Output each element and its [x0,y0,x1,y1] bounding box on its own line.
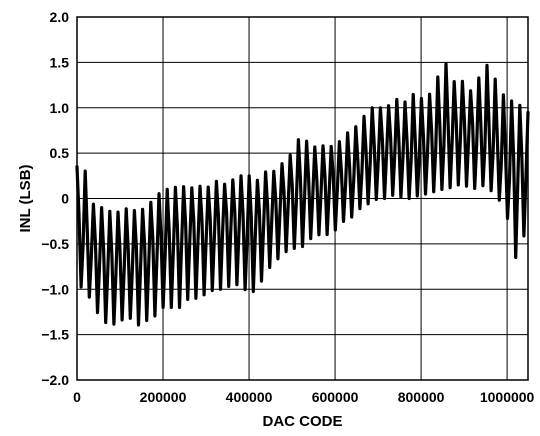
y-tick-label: 0 [61,191,69,207]
y-tick-label: −0.5 [41,236,69,252]
y-tick-label: 1.5 [50,54,70,70]
y-tick-label: −1.0 [41,281,69,297]
y-tick-label: −2.0 [41,372,69,388]
x-tick-label: 200000 [140,389,187,405]
y-tick-label: 2.0 [50,9,70,25]
y-axis-label: INL (LSB) [17,164,34,232]
x-tick-label: 600000 [312,389,359,405]
y-tick-label: 1.0 [50,100,70,116]
x-tick-label: 800000 [398,389,445,405]
x-tick-label: 400000 [226,389,273,405]
plot-frame [76,16,529,381]
x-tick-labels: 0 200000 400000 600000 800000 1000000 [73,389,534,405]
x-tick-label: 1000000 [480,389,535,405]
y-tick-labels: 2.0 1.5 1.0 0.5 0 −0.5 −1.0 −1.5 −2.0 [41,9,69,388]
y-tick-label: 0.5 [50,145,70,161]
y-tick-label: −1.5 [41,327,69,343]
inl-trace [75,62,530,327]
x-axis-label: DAC CODE [262,413,342,430]
inl-line [75,62,530,327]
x-tick-label: 0 [73,389,81,405]
